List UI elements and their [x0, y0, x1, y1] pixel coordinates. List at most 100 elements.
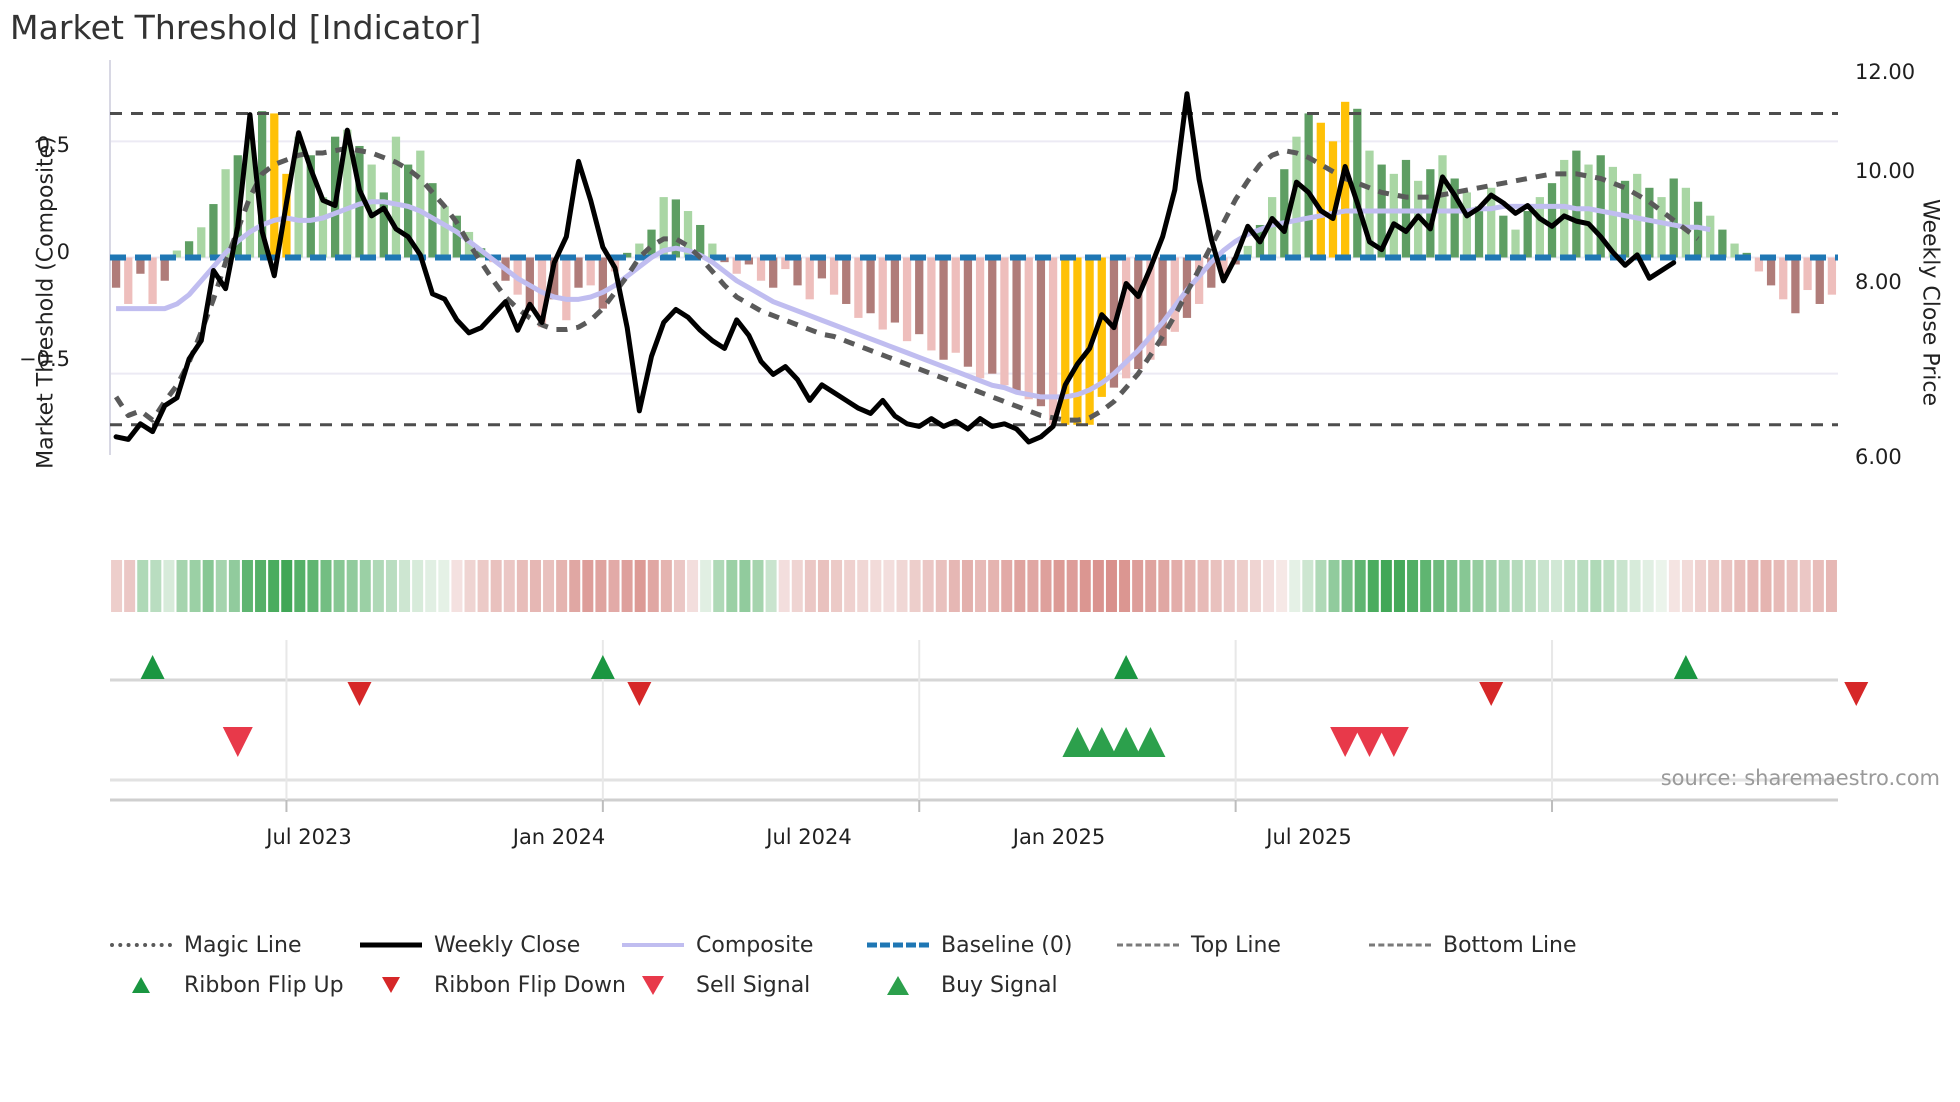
histogram-bar	[939, 257, 948, 360]
legend-item-composite[interactable]: Composite	[622, 933, 867, 958]
histogram-bar	[1596, 155, 1605, 258]
ribbon-cell	[516, 560, 528, 612]
ribbon-cell	[1420, 560, 1432, 612]
y-left-tick-2: −0.5	[19, 347, 70, 371]
histogram-bar	[1158, 257, 1167, 346]
ribbon-cell	[241, 560, 253, 612]
ribbon-cell	[961, 560, 973, 612]
ribbon-cell	[817, 560, 829, 612]
y-left-tick-0: 0.5	[36, 133, 70, 157]
ribbon-cell	[1223, 560, 1235, 612]
histogram-bar	[1328, 141, 1338, 258]
legend-item-sell-signal[interactable]: Sell Signal	[622, 973, 867, 998]
legend-item-ribbon-flip-down[interactable]: Ribbon Flip Down	[360, 973, 626, 998]
histogram-bar	[1462, 192, 1471, 258]
ribbon-cell	[673, 560, 685, 612]
legend-label-bottom-line: Bottom Line	[1443, 932, 1577, 958]
histogram-bar	[988, 257, 997, 374]
buy-signal-marker	[1111, 727, 1142, 757]
ribbon-cell	[1734, 560, 1746, 612]
ribbon-cell	[1590, 560, 1602, 612]
ribbon-cell	[1616, 560, 1628, 612]
histogram-bar	[148, 257, 157, 304]
histogram-bar	[306, 155, 315, 258]
ribbon-cell	[1472, 560, 1484, 612]
x-tick-2: Jul 2024	[766, 825, 852, 849]
histogram-bar	[1194, 257, 1204, 304]
ribbon-cell	[1485, 560, 1497, 612]
histogram-bar	[1815, 257, 1824, 304]
bottom-line-icon	[1369, 934, 1431, 956]
histogram-bar	[805, 257, 814, 300]
histogram-bar	[586, 257, 595, 286]
histogram-bar	[136, 257, 145, 274]
histogram-bar	[1730, 243, 1739, 258]
histogram-bar	[1304, 113, 1313, 258]
y-right-tick-0: 12.00	[1855, 60, 1916, 84]
histogram-bar	[647, 229, 656, 258]
histogram-bar	[793, 257, 802, 286]
legend-label-buy-signal: Buy Signal	[941, 972, 1058, 998]
ribbon-cell	[451, 560, 463, 612]
ribbon-cell	[1027, 560, 1039, 612]
ribbon-cell	[399, 560, 411, 612]
histogram-bar	[1511, 229, 1520, 258]
ribbon-cell	[163, 560, 175, 612]
ribbon-cell	[255, 560, 267, 612]
ribbon-cell	[1459, 560, 1471, 612]
legend-item-bottom-line[interactable]: Bottom Line	[1369, 933, 1577, 958]
sell-signal-marker	[222, 727, 253, 757]
ribbon-cell	[1367, 560, 1379, 612]
ribbon-cell	[412, 560, 424, 612]
histogram-bar	[197, 227, 206, 258]
legend-item-weekly-close[interactable]: Weekly Close	[360, 933, 622, 958]
buy-signal-marker	[1135, 727, 1166, 757]
ribbon-cell	[1014, 560, 1026, 612]
legend-row-markers: Ribbon Flip Up Ribbon Flip Down Sell Sig…	[110, 965, 1910, 1005]
histogram-bar	[391, 136, 401, 258]
histogram-bar	[1681, 187, 1691, 258]
legend-item-baseline[interactable]: Baseline (0)	[867, 933, 1117, 958]
ribbon-cell	[1708, 560, 1720, 612]
histogram-bar	[963, 257, 973, 367]
ribbon-flip-down-marker	[347, 682, 372, 706]
ribbon-cell	[1681, 560, 1693, 612]
legend-row-lines: Magic Line Weekly Close Composite Baseli…	[110, 925, 1910, 965]
ribbon-cell	[1210, 560, 1222, 612]
ribbon-cell	[1315, 560, 1327, 612]
ribbon-cell	[1407, 560, 1419, 612]
ribbon-cell	[647, 560, 659, 612]
ribbon-cell	[1655, 560, 1667, 612]
legend-item-buy-signal[interactable]: Buy Signal	[867, 973, 1058, 998]
ribbon-cell	[1786, 560, 1798, 612]
ribbon-cell	[804, 560, 816, 612]
histogram-bar	[927, 257, 936, 351]
histogram-bar	[1280, 169, 1289, 258]
histogram-bar	[1706, 215, 1715, 258]
ribbon-cell	[202, 560, 214, 612]
ribbon-cell	[477, 560, 489, 612]
histogram-bar	[1243, 245, 1252, 258]
baseline-line-icon	[867, 934, 929, 956]
composite-line	[116, 199, 1711, 400]
legend-item-top-line[interactable]: Top Line	[1117, 933, 1369, 958]
ribbon-cell	[778, 560, 790, 612]
histogram-bar	[416, 150, 425, 258]
ribbon-cell	[935, 560, 947, 612]
magic-line-icon	[110, 934, 172, 956]
ribbon-cell	[975, 560, 987, 612]
ribbon-cell	[281, 560, 293, 612]
ribbon-flip-up-marker	[590, 655, 615, 679]
histogram-bar	[1487, 187, 1496, 258]
histogram-bar	[379, 192, 388, 258]
legend-item-magic-line[interactable]: Magic Line	[110, 933, 360, 958]
histogram-bar	[1316, 122, 1325, 258]
histogram-bar	[318, 197, 328, 258]
ribbon-cell	[464, 560, 476, 612]
legend-item-ribbon-flip-up[interactable]: Ribbon Flip Up	[110, 973, 360, 998]
ribbon-cell	[1197, 560, 1209, 612]
histogram-bar	[671, 199, 680, 258]
y-right-tick-2: 8.00	[1855, 270, 1902, 294]
ribbon-cell	[1760, 560, 1772, 612]
